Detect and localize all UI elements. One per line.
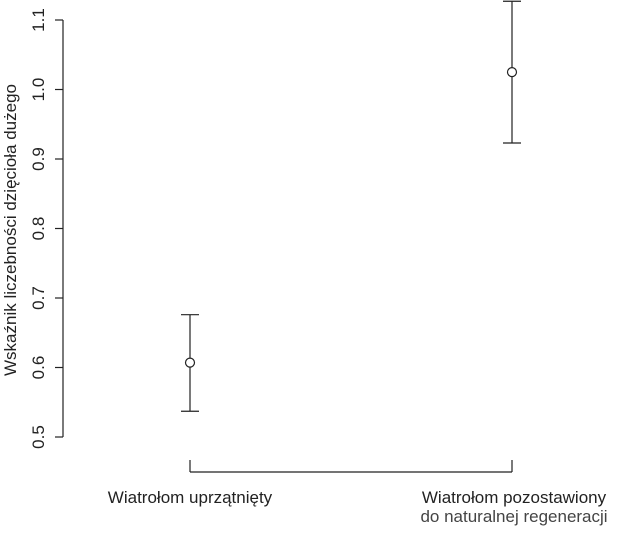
y-tick-label: 0.8 [29, 217, 48, 241]
x-tick-sublabel: do naturalnej regeneracji [420, 507, 607, 526]
x-tick-label: Wiatrołom uprzątnięty [108, 488, 273, 507]
y-tick-label: 1.1 [29, 8, 48, 32]
y-tick-label: 0.5 [29, 425, 48, 449]
y-tick-label: 0.6 [29, 356, 48, 380]
point [184, 357, 196, 368]
x-tick-label: Wiatrołom pozostawiony [422, 488, 607, 507]
y-tick-label: 0.7 [29, 286, 48, 310]
y-axis-label: Wskaźnik liczebności dzięcioła dużego [1, 84, 20, 376]
point [506, 67, 518, 78]
y-tick-label: 0.9 [29, 147, 48, 171]
y-tick-label: 1.0 [29, 78, 48, 102]
